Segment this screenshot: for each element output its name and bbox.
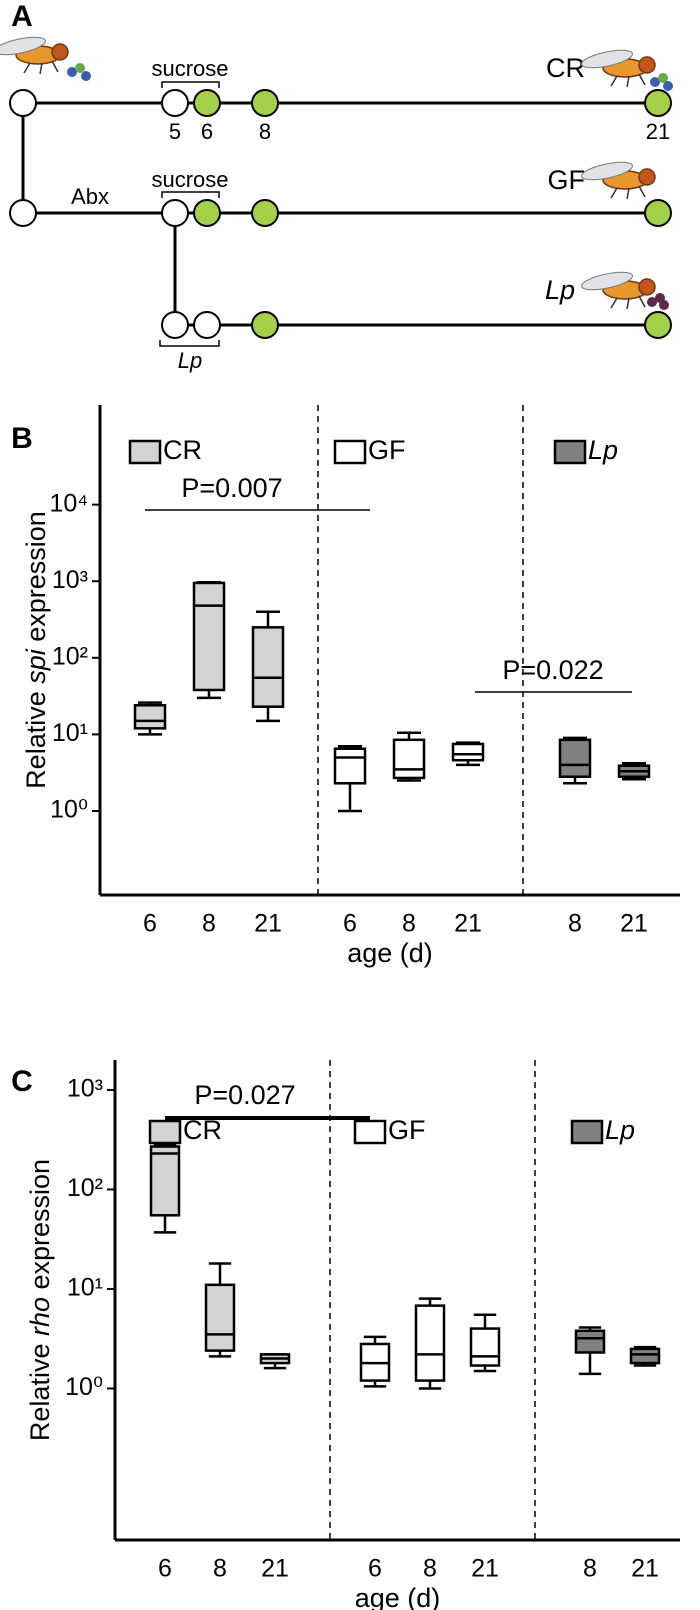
y-tick-label: 10⁴ [49,489,88,517]
x-tick-label: 8 [583,1555,597,1583]
panel-label: C [11,1065,33,1098]
y-tick-label: 10³ [67,1075,103,1103]
legend-label: CR [183,1115,222,1145]
panel-label: B [11,422,33,455]
box [558,738,592,778]
x-tick-label: 6 [368,1555,382,1583]
box [451,742,485,762]
x-tick-label: 21 [254,910,282,938]
y-axis-label-part: expression [25,1159,55,1297]
legend-label: Lp [605,1115,635,1145]
legend-label: Lp [588,435,618,465]
x-tick-label: 8 [402,910,416,938]
y-axis-label: Relative spi expression [21,511,51,789]
fly-icon [579,157,656,200]
legend-swatch [333,439,367,465]
y-axis-label-part: Relative [25,1336,55,1441]
box [414,1304,446,1382]
x-tick-label: 8 [202,910,216,938]
box [192,581,226,692]
y-tick-label: 10⁰ [50,796,88,824]
y-axis-label-part: Relative [21,684,51,789]
y-axis-label: Relative rho expression [25,1159,55,1441]
treatment-label: Lp [178,348,202,373]
p-value: P=0.027 [194,1080,295,1110]
legend-label: GF [388,1115,426,1145]
x-axis-label: age (d) [347,938,433,968]
treatment-label: Abx [71,184,109,209]
x-tick-label: 21 [471,1555,499,1583]
box [204,1283,236,1352]
y-axis-label-part: spi [21,648,51,684]
box [629,1347,661,1365]
x-tick-label: 8 [213,1555,227,1583]
legend-label: GF [368,435,406,465]
timepoints [9,89,672,339]
row-label: GF [548,165,586,195]
fly-icon [579,267,656,310]
bacteria [67,63,673,310]
y-axis-label-part: rho [25,1297,55,1336]
fly-icon [579,45,656,88]
legend-label: CR [163,435,202,465]
box [333,747,367,785]
x-tick-label: 21 [454,910,482,938]
brackets [159,81,220,347]
x-tick-label: 8 [568,910,582,938]
y-tick-label: 10² [52,642,88,670]
treatment-label: sucrose [151,167,228,192]
box [574,1329,606,1354]
legend-swatch [553,439,587,465]
legend-swatch [148,1119,182,1145]
box [469,1327,501,1367]
y-tick-label: 10³ [52,566,88,594]
x-tick-label: 21 [261,1555,289,1583]
treatment-label: sucrose [151,56,228,81]
y-tick-label: 10² [67,1174,103,1202]
day-label: 21 [646,119,670,144]
panel-a: A sucrose sucrose 5 6 8 21 Abx Lp CR [0,0,673,373]
y-tick-label: 10⁰ [65,1373,103,1401]
box [133,704,167,730]
x-tick-label: 6 [143,910,157,938]
legend-swatch [570,1119,604,1145]
row-label: CR [546,53,585,83]
x-axis-label: age (d) [355,1583,441,1610]
p-value: P=0.007 [181,473,282,503]
box [149,1145,181,1217]
panel-c: C 10⁰ 10¹ 10² 10³ Relative rho expression age … [11,1060,680,1610]
day-label: 8 [259,119,271,144]
x-tick-label: 21 [620,910,648,938]
y-tick-label: 10¹ [52,719,88,747]
p-value: P=0.022 [502,655,603,685]
day-label: 6 [201,119,213,144]
y-axis-label-part: expression [21,511,51,649]
x-tick-label: 8 [423,1555,437,1583]
x-tick-label: 6 [158,1555,172,1583]
fly-icon [0,32,69,75]
row-label: Lp [545,275,575,305]
box [392,738,426,780]
x-tick-label: 6 [343,910,357,938]
x-tick-label: 21 [631,1555,659,1583]
legend-swatch [128,439,162,465]
legend-swatch [353,1119,387,1145]
panel-label: A [11,0,33,33]
box [251,626,285,708]
y-tick-label: 10¹ [67,1274,103,1302]
day-label: 5 [169,119,181,144]
